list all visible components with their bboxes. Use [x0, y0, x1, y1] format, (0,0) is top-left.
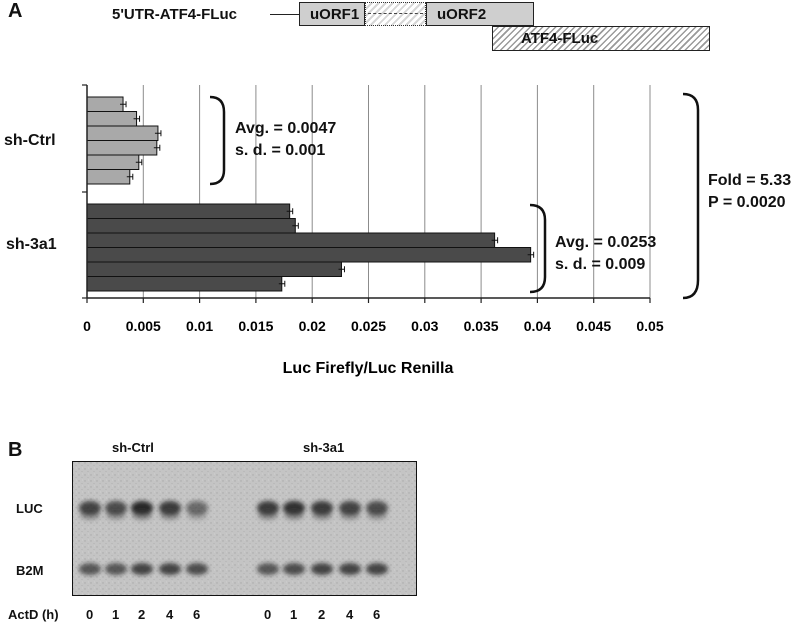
bar-sh-3a1	[86, 203, 291, 219]
lane-label: 1	[112, 607, 120, 622]
b2m-band	[105, 563, 127, 575]
panel-a-letter: A	[8, 0, 23, 22]
lane-label: 1	[290, 607, 298, 622]
uorf1-box: uORF1	[299, 2, 365, 26]
row-label-luc: LUC	[16, 501, 43, 516]
ctrl-stats: Avg. = 0.0047 s. d. = 0.001	[235, 118, 336, 162]
bar-sh-3a1	[86, 247, 532, 263]
b2m-band	[339, 563, 361, 575]
x-tick-label: 0.035	[464, 318, 499, 334]
bar-chart: 0 0.005 0.01 0.015 0.02 0.025 0.03 0.035 0.04 0.0…	[82, 84, 700, 377]
fold-value: Fold = 5.33	[708, 172, 792, 189]
lane-label: 6	[193, 607, 201, 622]
x-axis-label: Luc Firefly/Luc Renilla	[283, 360, 454, 377]
atf4-fluc-box: ATF4-FLuc	[492, 26, 710, 51]
group-label-sh-ctrl: sh-Ctrl	[4, 132, 56, 149]
bar-sh-ctrl	[86, 125, 159, 141]
b2m-band	[186, 563, 208, 575]
luc-band-smear	[132, 510, 152, 520]
kd-avg: Avg. = 0.0253	[555, 234, 657, 251]
blot-bands	[79, 501, 388, 575]
b2m-band	[79, 563, 101, 575]
uorf1-dashed-line	[368, 13, 423, 14]
luc-band-smear	[80, 510, 100, 520]
x-tick-label: 0.005	[126, 318, 161, 334]
luc-band-smear	[106, 510, 126, 520]
lane-label: 4	[346, 607, 354, 622]
chart-axes	[82, 84, 651, 303]
chart-tick-labels: 0 0.005 0.01 0.015 0.02 0.025 0.03 0.035 0.04 0.0…	[83, 318, 664, 334]
b2m-band	[131, 563, 153, 575]
lane-label: 0	[86, 607, 94, 622]
blot-title-sh-3a1: sh-3a1	[303, 440, 345, 455]
x-tick-label: 0.01	[186, 318, 213, 334]
ctrl-bracket	[209, 95, 226, 186]
bar-sh-ctrl	[86, 140, 158, 156]
chart-bars	[86, 96, 535, 292]
bar-sh-3a1	[86, 261, 342, 277]
x-tick-label: 0.05	[636, 318, 663, 334]
b2m-band	[159, 563, 181, 575]
x-tick-label: 0.025	[351, 318, 386, 334]
uorf2-label: uORF2	[437, 5, 487, 23]
luc-band-smear	[312, 510, 332, 520]
construct-label: 5'UTR-ATF4-FLuc	[112, 6, 237, 23]
construct-line	[270, 14, 300, 15]
group-label-sh-3a1: sh-3a1	[6, 236, 57, 253]
b2m-band	[283, 563, 305, 575]
uorf1-label: uORF1	[310, 5, 360, 23]
kd-sd: s. d. = 0.009	[555, 256, 646, 273]
bar-sh-3a1	[86, 232, 496, 248]
panel-b-letter: B	[8, 439, 23, 461]
lane-label: 6	[373, 607, 381, 622]
p-value: P = 0.0020	[708, 194, 786, 211]
x-tick-label: 0	[83, 318, 91, 334]
x-tick-label: 0.03	[411, 318, 438, 334]
blot-title-sh-ctrl: sh-Ctrl	[112, 440, 154, 455]
uorf1-dotted-region	[365, 2, 426, 26]
kd-bracket	[529, 203, 547, 294]
lane-label: 4	[166, 607, 174, 622]
fold-bracket	[682, 92, 700, 300]
bar-sh-3a1	[86, 276, 283, 292]
x-tick-label: 0.04	[524, 318, 551, 334]
row-label-b2m: B2M	[16, 563, 44, 578]
kd-stats: Avg. = 0.0253 s. d. = 0.009	[555, 232, 656, 276]
b2m-band	[366, 563, 388, 575]
bar-sh-ctrl	[86, 111, 138, 127]
bar-sh-ctrl	[86, 96, 124, 112]
luc-band-smear	[258, 510, 278, 520]
x-tick-label: 0.02	[299, 318, 326, 334]
luc-band-smear	[367, 510, 387, 520]
actd-label: ActD (h)	[8, 607, 59, 622]
luc-band-smear	[284, 510, 304, 520]
fold-stats: Fold = 5.33 P = 0.0020	[708, 170, 791, 214]
bar-sh-3a1	[86, 218, 296, 234]
lane-label: 0	[264, 607, 272, 622]
luc-band-smear	[160, 510, 180, 520]
uorf2-box: uORF2	[426, 2, 534, 26]
lane-label: 2	[318, 607, 326, 622]
lane-label: 2	[138, 607, 146, 622]
ctrl-avg: Avg. = 0.0047	[235, 120, 337, 137]
blot-background	[72, 461, 417, 596]
bar-sh-ctrl	[86, 169, 131, 185]
x-tick-label: 0.015	[238, 318, 273, 334]
b2m-band	[311, 563, 333, 575]
ctrl-sd: s. d. = 0.001	[235, 142, 326, 159]
bar-sh-ctrl	[86, 154, 140, 170]
atf4-fluc-label: ATF4-FLuc	[521, 30, 599, 47]
b2m-band	[257, 563, 279, 575]
luc-band-smear	[340, 510, 360, 520]
x-tick-label: 0.045	[576, 318, 611, 334]
northern-blot	[72, 461, 417, 596]
luc-band-smear	[187, 510, 207, 520]
